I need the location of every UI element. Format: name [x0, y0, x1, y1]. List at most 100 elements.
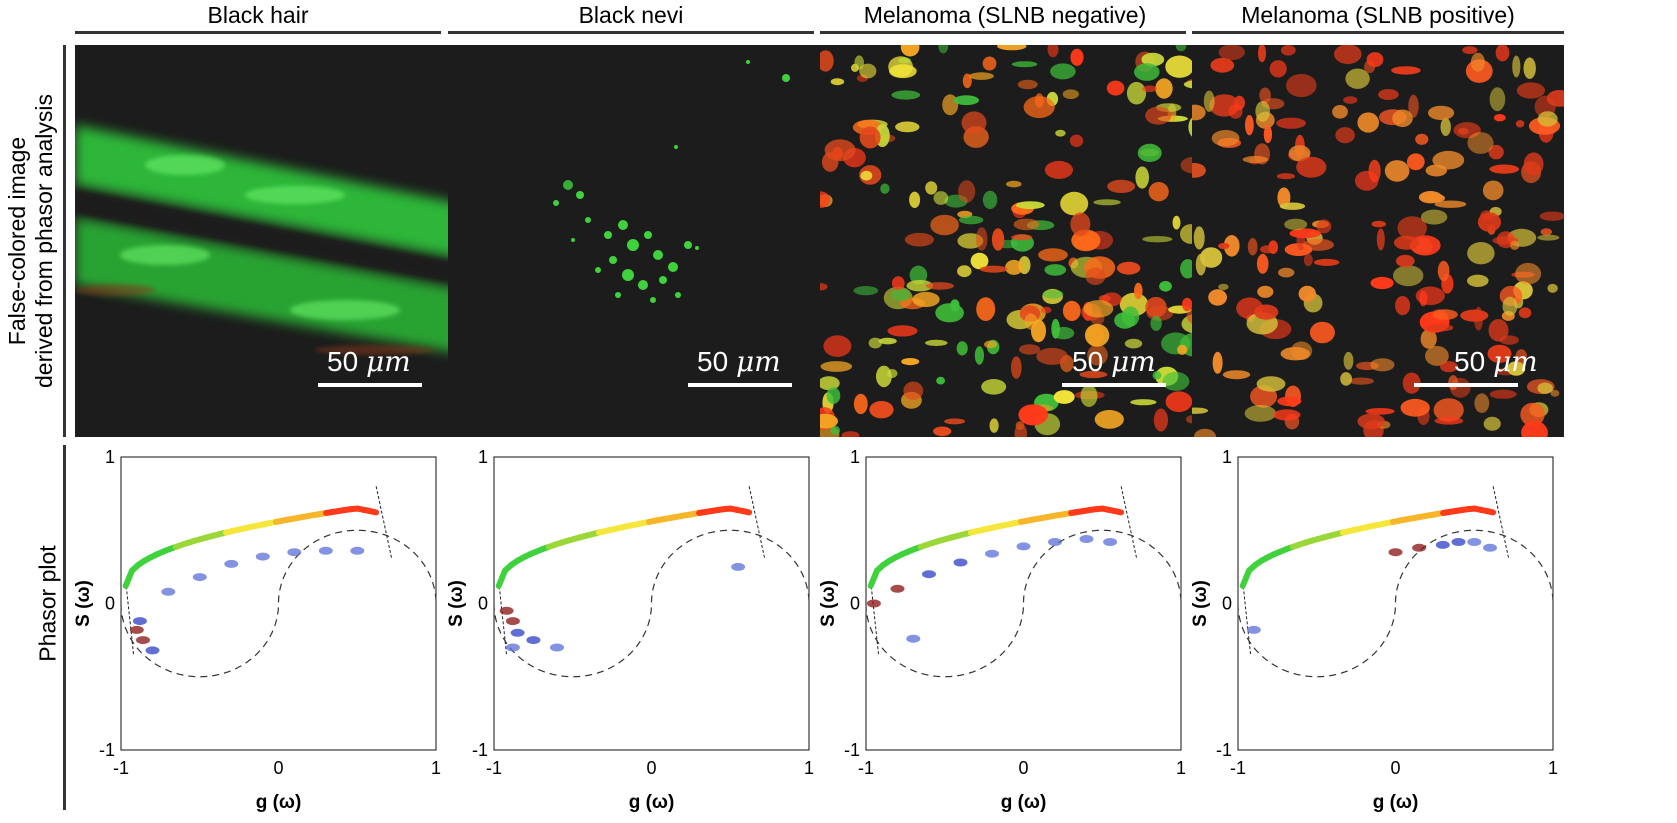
cell [909, 191, 921, 208]
cell [878, 337, 897, 345]
cell [1247, 238, 1258, 256]
cell [1135, 166, 1149, 189]
cell [1432, 309, 1458, 320]
cell [1165, 391, 1193, 413]
cell [1180, 259, 1196, 279]
phasor-point [1483, 543, 1497, 552]
cell [1257, 285, 1274, 298]
cell [1018, 404, 1048, 426]
plot-frame [1237, 456, 1554, 751]
cell [1142, 85, 1157, 93]
cell [958, 215, 984, 225]
cell [820, 191, 830, 208]
scalebar-label: 50 μm [1072, 345, 1156, 378]
cell [1510, 240, 1520, 250]
cell [1242, 155, 1268, 164]
cell [1343, 96, 1358, 104]
cell [1192, 163, 1206, 178]
y-tick-label: 1 [478, 447, 488, 467]
cell [1487, 344, 1512, 363]
cell [1370, 358, 1395, 372]
cell [1437, 260, 1450, 282]
cell [820, 413, 838, 429]
cell [1296, 156, 1327, 178]
phasor-point [550, 643, 564, 652]
cell [938, 45, 949, 54]
phasor-point [255, 552, 270, 561]
reference-curve [1237, 529, 1554, 678]
cell [868, 337, 882, 349]
phasor-point [953, 558, 968, 567]
cell [1335, 127, 1355, 144]
cell [1074, 236, 1097, 250]
cell [944, 418, 966, 425]
cell [1357, 112, 1379, 133]
cell-cluster [1192, 45, 1564, 437]
cell [1117, 261, 1141, 275]
cell [1280, 347, 1310, 361]
boundary-line-left [498, 581, 508, 655]
cell [982, 56, 997, 71]
cell [1365, 408, 1395, 415]
cell [1537, 111, 1558, 127]
cell [1269, 60, 1287, 78]
cell [1302, 238, 1334, 251]
micrograph-melanoma-negative: 50 μm [820, 45, 1212, 437]
phasor-point [890, 584, 905, 593]
cell [1263, 125, 1273, 144]
cell [1434, 200, 1467, 208]
cell [1159, 281, 1172, 292]
cell [1303, 253, 1313, 267]
phasor-arc-segment [739, 508, 753, 516]
phasor-plot-melanoma-positive: -1 0 1 -1 0 1 g (ω) S (ω) [1192, 445, 1592, 823]
column-rule [75, 31, 441, 34]
cell [925, 339, 948, 346]
phasor-arc-segment [1483, 508, 1497, 516]
cell [1357, 413, 1385, 430]
cell [1277, 187, 1291, 208]
cell [1254, 304, 1279, 320]
phasor-plot-black-nevi: -1 0 1 -1 0 1 g (ω) S (ω) [448, 445, 848, 823]
cell [1467, 132, 1494, 154]
cell [1255, 101, 1270, 122]
cell [1462, 46, 1478, 54]
cell [1085, 267, 1106, 286]
cell [1210, 57, 1235, 73]
cell [1155, 78, 1173, 99]
phasor-point [145, 646, 160, 655]
cell [909, 265, 928, 285]
cell [1042, 289, 1064, 299]
cell [891, 288, 911, 302]
cell [1434, 417, 1464, 425]
row-label-line2: derived from phasor analysis [31, 93, 57, 389]
cell [1332, 105, 1348, 119]
row-label-phasor-plot: Phasor plot [34, 545, 61, 662]
cell-cluster [820, 45, 1212, 437]
cell [1433, 398, 1464, 422]
scalebar [1062, 383, 1166, 387]
phasor-point [731, 562, 746, 571]
boundary-line-right [1492, 486, 1510, 560]
cell [1145, 296, 1167, 318]
cell [1277, 396, 1302, 407]
cell [1084, 323, 1110, 347]
x-tick-label: 1 [1176, 758, 1186, 778]
cell [859, 63, 877, 79]
cell [1507, 361, 1526, 376]
y-tick-label: 0 [478, 594, 488, 614]
cell [1440, 117, 1451, 136]
cell [935, 303, 964, 323]
cell [1013, 218, 1040, 231]
cell [891, 276, 905, 291]
reference-curve [493, 529, 810, 678]
cell [1489, 87, 1506, 112]
scalebar-label: 50 μm [327, 345, 411, 378]
cell [1540, 228, 1552, 236]
cell [888, 56, 913, 78]
cell [1121, 306, 1140, 327]
cell [1467, 242, 1495, 265]
cell [1402, 372, 1421, 394]
cell [1011, 356, 1022, 379]
cell [1488, 319, 1509, 342]
cell [1345, 68, 1370, 89]
